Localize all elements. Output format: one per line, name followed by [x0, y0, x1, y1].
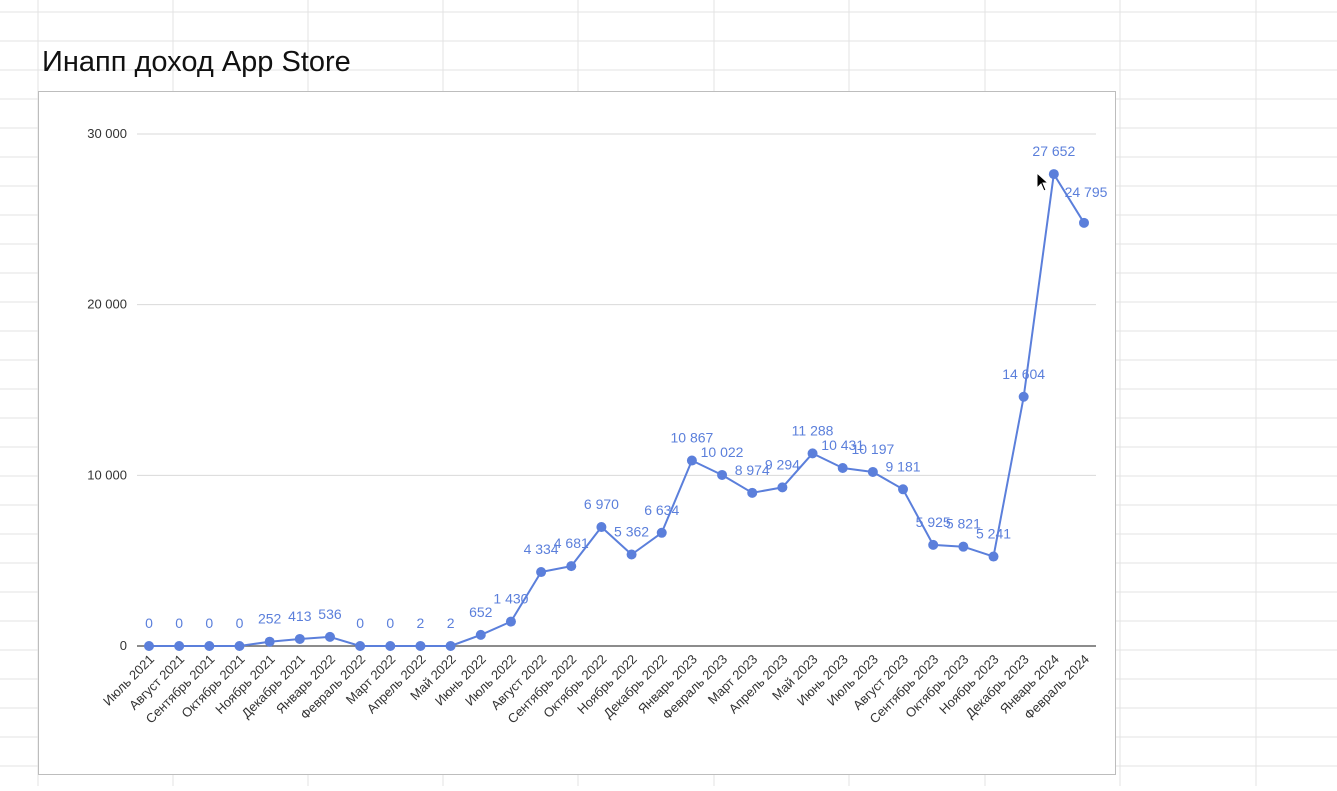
- data-point: [626, 549, 637, 560]
- data-point: [445, 640, 456, 651]
- data-point: [1079, 217, 1089, 228]
- data-label: 27 652: [1032, 143, 1075, 159]
- data-label: 652: [469, 604, 493, 620]
- sheet-title: Инапп доход App Store: [42, 46, 351, 78]
- data-label: 6 634: [644, 502, 679, 518]
- data-point: [928, 539, 939, 550]
- data-point: [355, 641, 366, 651]
- data-point: [777, 482, 788, 493]
- data-label: 4 681: [554, 535, 589, 551]
- data-label: 0: [356, 615, 364, 631]
- data-point: [867, 466, 878, 477]
- y-tick-label: 10 000: [87, 467, 127, 482]
- data-label: 5 821: [946, 516, 981, 532]
- y-tick-label: 0: [120, 638, 127, 653]
- data-point: [656, 527, 667, 538]
- data-point: [1048, 169, 1059, 180]
- data-point: [234, 641, 245, 651]
- data-label: 5 241: [976, 526, 1011, 542]
- data-label: 536: [318, 606, 342, 622]
- data-label: 2: [447, 615, 455, 631]
- data-label: 0: [205, 615, 213, 631]
- data-label: 10 867: [670, 430, 713, 446]
- data-label: 0: [386, 615, 394, 631]
- series-line: [149, 173, 1085, 647]
- data-point: [204, 641, 215, 651]
- data-point: [898, 484, 909, 495]
- data-point: [174, 641, 185, 651]
- data-point: [475, 629, 486, 640]
- data-point: [264, 636, 275, 647]
- data-point: [988, 551, 999, 562]
- mouse-pointer-icon: [1036, 172, 1050, 192]
- data-label: 8 974: [735, 462, 770, 478]
- data-point: [294, 633, 305, 644]
- data-point: [415, 640, 426, 651]
- data-label: 9 294: [765, 456, 800, 472]
- data-label: 1 430: [493, 591, 528, 607]
- data-point: [324, 631, 335, 642]
- data-point: [837, 462, 848, 473]
- data-point: [566, 561, 577, 572]
- data-label: 413: [288, 608, 312, 624]
- data-label: 10 431: [821, 437, 864, 453]
- data-label: 5 925: [916, 514, 951, 530]
- data-label: 2: [417, 615, 425, 631]
- data-point: [807, 448, 818, 459]
- data-label: 4 334: [524, 541, 559, 557]
- data-label: 9 181: [886, 458, 921, 474]
- data-point: [505, 616, 516, 627]
- data-label: 11 288: [792, 422, 834, 438]
- data-point: [747, 487, 758, 498]
- data-point: [536, 567, 547, 578]
- data-label: 0: [145, 615, 153, 631]
- data-point: [958, 541, 969, 552]
- data-point: [717, 469, 728, 480]
- data-point: [385, 641, 396, 651]
- data-label: 5 362: [614, 523, 649, 539]
- data-label: 0: [175, 615, 183, 631]
- y-tick-label: 20 000: [87, 297, 127, 312]
- data-label: 252: [258, 611, 282, 627]
- data-label: 10 022: [701, 444, 744, 460]
- chart-container[interactable]: 0 10 000 20 000 30 000 0 0 0 0 252 413 536 0 0 2 2 652 1…: [38, 91, 1116, 775]
- data-label: 24 795: [1065, 184, 1108, 200]
- y-tick-label: 30 000: [87, 126, 127, 141]
- data-point: [686, 455, 697, 466]
- data-point: [1018, 391, 1029, 402]
- data-label: 6 970: [584, 496, 619, 512]
- data-label: 10 197: [851, 441, 894, 457]
- data-point: [144, 641, 154, 651]
- data-label: 0: [236, 615, 244, 631]
- data-point: [596, 522, 607, 533]
- data-label: 14 604: [1002, 366, 1045, 382]
